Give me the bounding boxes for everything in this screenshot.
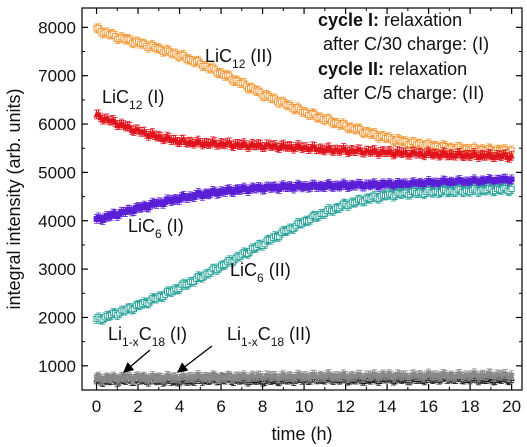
data-point: [421, 376, 428, 384]
series-label-main: LiC: [205, 46, 232, 66]
x-tick-label: 0: [92, 397, 101, 416]
x-tick-label: 2: [133, 397, 142, 416]
series-label-main: LiC: [102, 87, 129, 107]
data-point: [508, 372, 515, 378]
y-axis-title: integral intensity (arb. units): [4, 88, 24, 309]
data-point: [390, 376, 397, 384]
x-axis-title: time (h): [271, 424, 332, 444]
legend-cycle-I-bold: cycle I:: [318, 10, 379, 30]
series-label-main-2: C: [139, 324, 152, 344]
series-label-subscript: 12: [129, 98, 143, 112]
cycle-legend-box: cycle I: relaxation after C/30 charge: (I…: [318, 10, 489, 103]
data-point: [508, 151, 515, 159]
series-label-subscript: 6: [155, 227, 162, 241]
y-tick-label: 7000: [38, 67, 76, 86]
series-LiC6_I: [93, 173, 515, 225]
series-label-main: LiC: [230, 260, 257, 280]
series-label-tail: (II): [284, 324, 311, 344]
y-tick-label: 2000: [38, 308, 76, 327]
x-tick-label: 18: [461, 397, 480, 416]
y-tick-label: 1000: [38, 357, 76, 376]
x-tick-label: 8: [258, 397, 267, 416]
arrow-li1xc18-I: [123, 349, 151, 373]
legend-line-2: after C/30 charge: (I): [323, 34, 489, 54]
x-tick-label: 16: [419, 397, 438, 416]
data-point: [508, 185, 515, 193]
series-label-Li1xC18_II: Li1-xC18 (II): [227, 324, 311, 349]
x-tick-label: 10: [295, 397, 314, 416]
series-label-subscript: 12: [232, 57, 246, 71]
series-label-subscript-2: 18: [271, 335, 285, 349]
series-label-tail: (II): [245, 46, 272, 66]
series-label-tail: (I): [162, 216, 184, 236]
series-label-main: Li: [227, 324, 241, 344]
series-label-main-2: C: [258, 324, 271, 344]
series-label-tail: (I): [142, 87, 164, 107]
y-tick-label: 5000: [38, 163, 76, 182]
data-point: [506, 376, 513, 384]
y-tick-label: 6000: [38, 115, 76, 134]
series-LiC12_II: [93, 23, 515, 158]
y-tick-label: 8000: [38, 18, 76, 37]
x-tick-label: 6: [216, 397, 225, 416]
series-label-subscript: 6: [257, 271, 264, 285]
legend-cycle-II-rest: relaxation: [384, 59, 467, 79]
series-label-tail: (I): [165, 324, 187, 344]
series-label-LiC6_II: LiC6 (II): [230, 260, 291, 285]
legend-line-1: cycle I: relaxation: [318, 10, 462, 30]
series-label-subscript-2: 18: [152, 335, 166, 349]
series-label-subscript: 1-x: [122, 335, 139, 349]
series-label-tail: (II): [264, 260, 291, 280]
plot-frame: [81, 7, 523, 391]
legend-line-3: cycle II: relaxation: [318, 59, 467, 79]
legend-line-4: after C/5 charge: (II): [323, 83, 484, 103]
series-label-Li1xC18_I: Li1-xC18 (I): [108, 324, 187, 349]
data-point: [398, 374, 405, 383]
x-tick-label: 12: [336, 397, 355, 416]
series-LiC6_II: [93, 183, 515, 325]
series-Li1xC18_II: [93, 368, 515, 386]
series-label-LiC12_I: LiC12 (I): [102, 87, 164, 112]
series-label-main: LiC: [128, 216, 155, 236]
legend-cycle-I-rest: relaxation: [379, 10, 462, 30]
y-tick-label: 3000: [38, 260, 76, 279]
series-label-LiC12_II: LiC12 (II): [205, 46, 272, 71]
series-LiC12_I: [93, 109, 515, 163]
x-tick-label: 4: [175, 397, 184, 416]
y-tick-label: 4000: [38, 212, 76, 231]
data-point: [508, 176, 515, 183]
data-point: [360, 376, 368, 385]
series-label-subscript: 1-x: [241, 335, 258, 349]
x-tick-label: 20: [502, 397, 521, 416]
legend-cycle-II-bold: cycle II:: [318, 59, 384, 79]
x-tick-label: 14: [378, 397, 397, 416]
series-label-main: Li: [108, 324, 122, 344]
series-label-LiC6_I: LiC6 (I): [128, 216, 184, 241]
arrow-li1xc18-II: [176, 345, 213, 373]
